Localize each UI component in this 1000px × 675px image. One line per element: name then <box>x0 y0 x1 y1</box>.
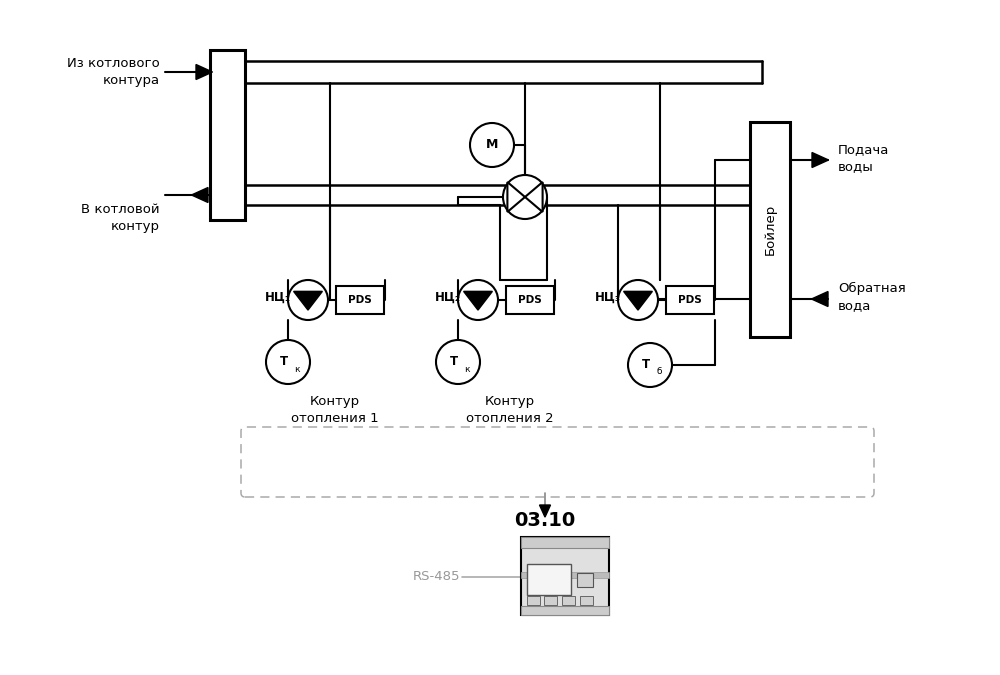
Circle shape <box>458 280 498 320</box>
Circle shape <box>436 340 480 384</box>
Bar <box>521 537 609 548</box>
Bar <box>521 537 609 615</box>
Text: б: б <box>656 367 662 377</box>
Circle shape <box>288 280 328 320</box>
Circle shape <box>503 175 547 219</box>
Bar <box>521 606 609 615</box>
Circle shape <box>470 123 514 167</box>
Polygon shape <box>192 188 208 202</box>
Text: Т: Т <box>280 354 288 367</box>
Polygon shape <box>812 292 828 306</box>
Polygon shape <box>624 292 652 310</box>
Text: Бойлер: Бойлер <box>764 204 776 255</box>
Circle shape <box>266 340 310 384</box>
Text: Контур
отопления 2: Контур отопления 2 <box>466 394 554 425</box>
Text: к: к <box>464 364 470 373</box>
Bar <box>562 596 575 605</box>
Bar <box>527 596 540 605</box>
Polygon shape <box>525 182 543 212</box>
Bar <box>577 573 593 587</box>
Polygon shape <box>464 292 492 310</box>
Text: Т: Т <box>450 354 458 367</box>
Polygon shape <box>294 292 322 310</box>
Text: Обратная
вода: Обратная вода <box>838 282 906 312</box>
Text: RS-485: RS-485 <box>412 570 460 583</box>
Bar <box>336 286 384 314</box>
Text: к: к <box>294 364 300 373</box>
Text: PDS: PDS <box>518 295 542 305</box>
Polygon shape <box>196 65 212 80</box>
Bar <box>544 596 557 605</box>
Text: Т: Т <box>642 358 650 371</box>
Text: НЦ₃: НЦ₃ <box>595 290 621 304</box>
Polygon shape <box>540 505 550 517</box>
Polygon shape <box>507 182 525 212</box>
Circle shape <box>628 343 672 387</box>
Text: В котловой
контур: В котловой контур <box>81 203 160 233</box>
Text: Из котлового
контура: Из котлового контура <box>67 57 160 87</box>
Bar <box>580 596 592 605</box>
Text: PDS: PDS <box>348 295 372 305</box>
Circle shape <box>618 280 658 320</box>
Text: M: M <box>486 138 498 151</box>
Text: НЦ₂: НЦ₂ <box>435 290 461 304</box>
Text: 03.10: 03.10 <box>514 510 576 529</box>
Polygon shape <box>812 153 828 167</box>
Bar <box>521 572 609 578</box>
Bar <box>210 50 245 220</box>
Text: PDS: PDS <box>678 295 702 305</box>
Text: Подача
воды: Подача воды <box>838 143 889 173</box>
Text: Контур
отопления 1: Контур отопления 1 <box>291 394 379 425</box>
Bar <box>750 122 790 337</box>
Text: НЦ₁: НЦ₁ <box>265 290 291 304</box>
Bar <box>666 286 714 314</box>
Bar <box>527 564 571 595</box>
Bar <box>506 286 554 314</box>
